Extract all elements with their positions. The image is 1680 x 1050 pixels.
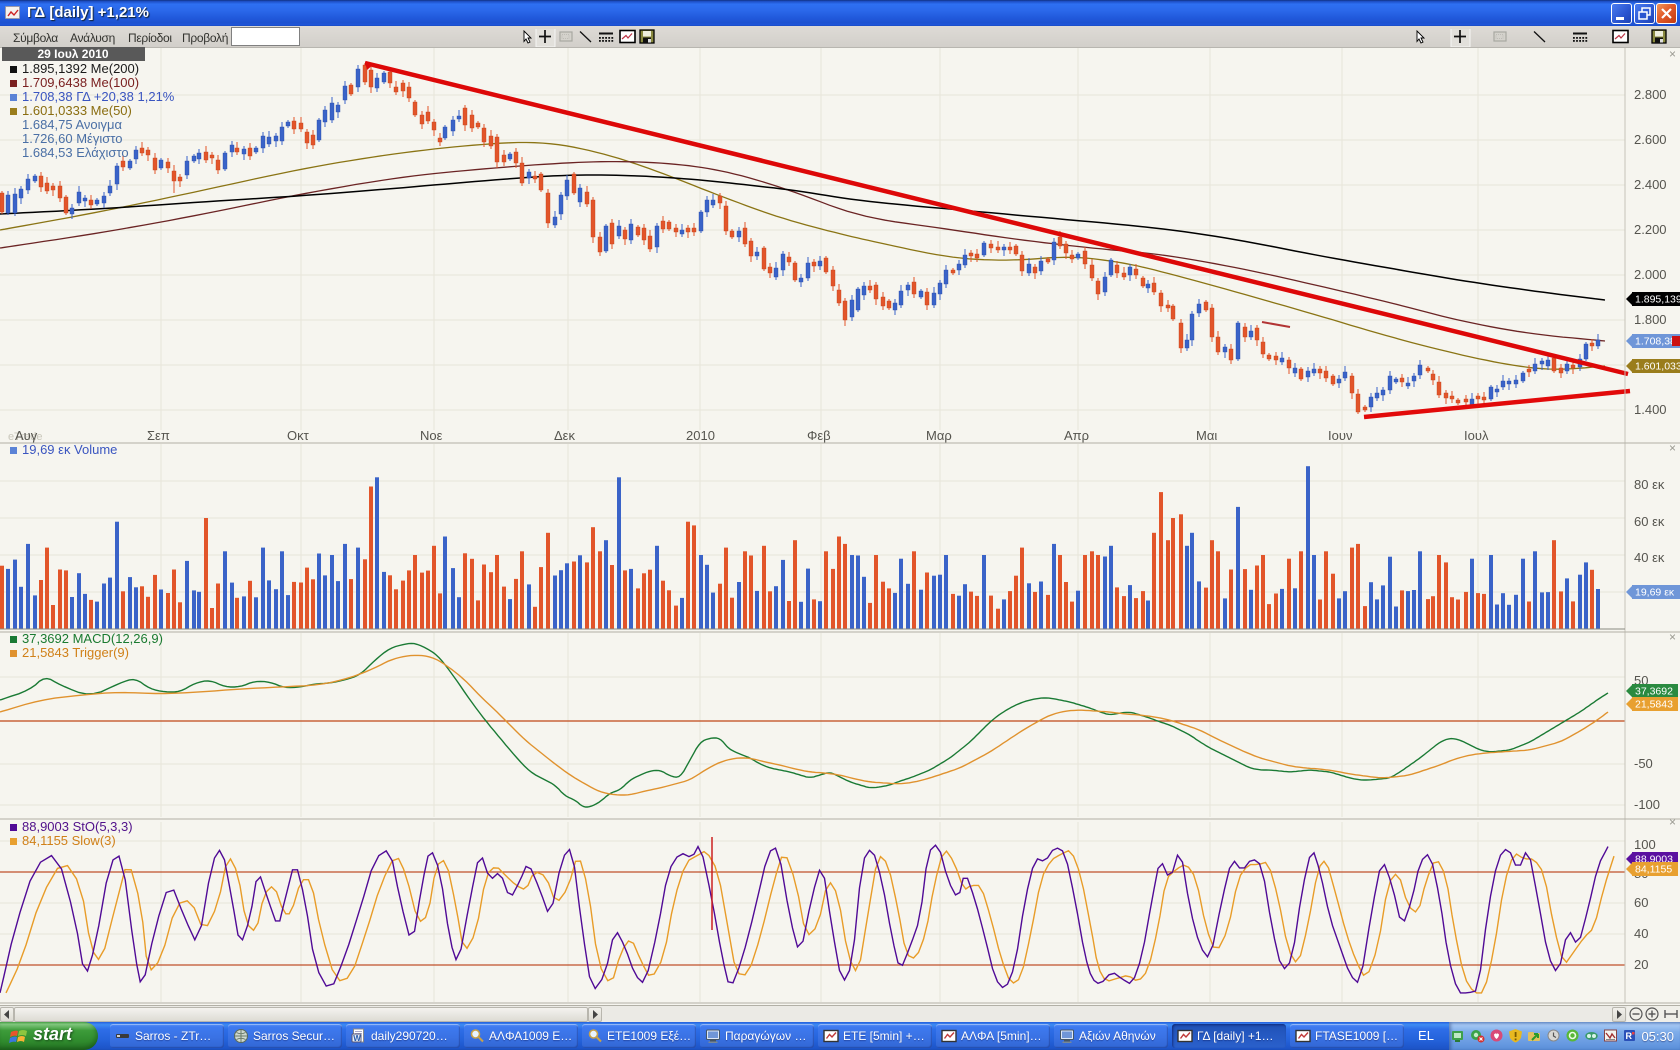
svg-text:40: 40 — [1634, 926, 1648, 941]
svg-text:1.726,60 Μέγιστο: 1.726,60 Μέγιστο — [22, 131, 122, 146]
svg-text:60: 60 — [1634, 895, 1648, 910]
svg-text:100: 100 — [1634, 837, 1656, 852]
svg-text:1.800: 1.800 — [1634, 312, 1667, 327]
svg-text:eTrade: eTrade — [8, 431, 42, 443]
svg-text:20: 20 — [1634, 957, 1648, 972]
svg-text:2010: 2010 — [686, 428, 715, 443]
svg-text:40 εκ: 40 εκ — [1634, 550, 1665, 565]
svg-text:84,1155: 84,1155 — [1635, 864, 1672, 876]
svg-text:Μαρ: Μαρ — [926, 428, 952, 443]
svg-text:R: R — [1626, 1031, 1633, 1041]
svg-text:21,5843: 21,5843 — [1635, 699, 1673, 711]
svg-text:1.708,38: 1.708,38 — [1635, 336, 1676, 348]
svg-text:Οκτ: Οκτ — [287, 428, 310, 443]
svg-text:W: W — [353, 1034, 361, 1043]
svg-text:2.400: 2.400 — [1634, 177, 1667, 192]
svg-text:1.684,75 Ανοιγμα: 1.684,75 Ανοιγμα — [22, 117, 123, 132]
svg-text:1.895,1392 Me(200): 1.895,1392 Me(200) — [22, 61, 139, 76]
svg-text:2.800: 2.800 — [1634, 87, 1667, 102]
svg-text:1.601,0333 Me(50): 1.601,0333 Me(50) — [22, 103, 132, 118]
svg-text:29 Ιουλ 2010: 29 Ιουλ 2010 — [37, 47, 108, 61]
svg-text:2.200: 2.200 — [1634, 222, 1667, 237]
svg-text:19,69 εκ Volume: 19,69 εκ Volume — [22, 442, 117, 457]
svg-text:1.708,38 ΓΔ +20,38 1,21%: 1.708,38 ΓΔ +20,38 1,21% — [22, 89, 175, 104]
svg-text:1.601,033: 1.601,033 — [1635, 361, 1680, 373]
svg-text:19,69 εκ: 19,69 εκ — [1635, 587, 1675, 599]
svg-text:37,3692: 37,3692 — [1635, 686, 1673, 698]
svg-text:37,3692 MACD(12,26,9): 37,3692 MACD(12,26,9) — [22, 631, 163, 646]
svg-text:80 εκ: 80 εκ — [1634, 477, 1665, 492]
svg-text:Αυγ: Αυγ — [15, 428, 38, 443]
svg-text:60 εκ: 60 εκ — [1634, 514, 1665, 529]
svg-text:×: × — [1669, 630, 1676, 644]
svg-text:1.709,6438 Me(100): 1.709,6438 Me(100) — [22, 75, 139, 90]
svg-text:Ιουν: Ιουν — [1328, 428, 1352, 443]
svg-text:1.895,139: 1.895,139 — [1635, 294, 1680, 306]
svg-text:Ιουλ: Ιουλ — [1464, 428, 1489, 443]
svg-text:2.600: 2.600 — [1634, 132, 1667, 147]
svg-text:Φεβ: Φεβ — [807, 428, 831, 443]
svg-text:×: × — [1669, 815, 1676, 829]
svg-text:×: × — [1669, 47, 1676, 61]
svg-text:Σεπ: Σεπ — [147, 428, 170, 443]
svg-text:Απρ: Απρ — [1064, 428, 1089, 443]
svg-text:84,1155 Slow(3): 84,1155 Slow(3) — [22, 833, 116, 848]
svg-text:2.000: 2.000 — [1634, 267, 1667, 282]
svg-text:88,9003 StO(5,3,3): 88,9003 StO(5,3,3) — [22, 819, 133, 834]
svg-text:Μαι: Μαι — [1196, 428, 1217, 443]
svg-text:-50: -50 — [1634, 756, 1653, 771]
svg-text:21,5843 Trigger(9): 21,5843 Trigger(9) — [22, 645, 129, 660]
svg-text:×: × — [1669, 441, 1676, 455]
svg-text:1.684,53 Ελάχιστο: 1.684,53 Ελάχιστο — [22, 145, 129, 160]
svg-text:-100: -100 — [1634, 797, 1660, 812]
svg-text:Νοε: Νοε — [420, 428, 443, 443]
svg-text:1.400: 1.400 — [1634, 402, 1667, 417]
svg-text:Δεκ: Δεκ — [554, 428, 575, 443]
